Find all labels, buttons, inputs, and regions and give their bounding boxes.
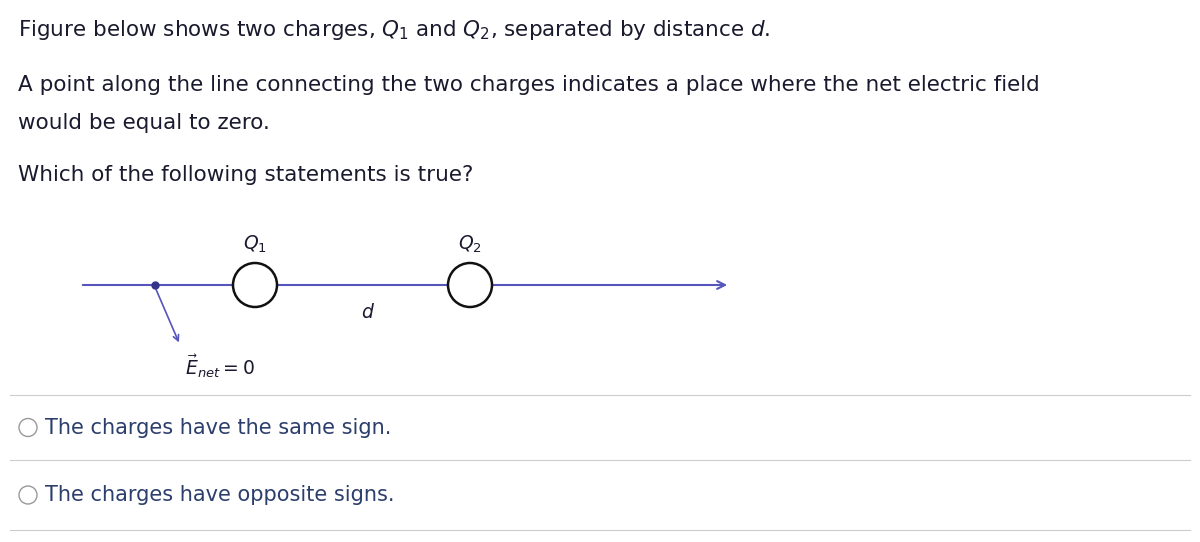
Text: $Q_2$: $Q_2$	[458, 234, 482, 255]
Text: $\vec{E}_{net} = 0$: $\vec{E}_{net} = 0$	[185, 353, 254, 380]
Text: $d$: $d$	[360, 303, 374, 322]
Text: Which of the following statements is true?: Which of the following statements is tru…	[18, 165, 473, 185]
Text: would be equal to zero.: would be equal to zero.	[18, 113, 270, 133]
Ellipse shape	[233, 263, 277, 307]
Ellipse shape	[448, 263, 492, 307]
Text: Figure below shows two charges, $Q_1$ and $Q_2$, separated by distance $d$.: Figure below shows two charges, $Q_1$ an…	[18, 18, 770, 42]
Text: The charges have the same sign.: The charges have the same sign.	[46, 417, 391, 437]
Text: $Q_1$: $Q_1$	[244, 234, 266, 255]
Text: The charges have opposite signs.: The charges have opposite signs.	[46, 485, 395, 505]
Text: A point along the line connecting the two charges indicates a place where the ne: A point along the line connecting the tw…	[18, 75, 1039, 95]
